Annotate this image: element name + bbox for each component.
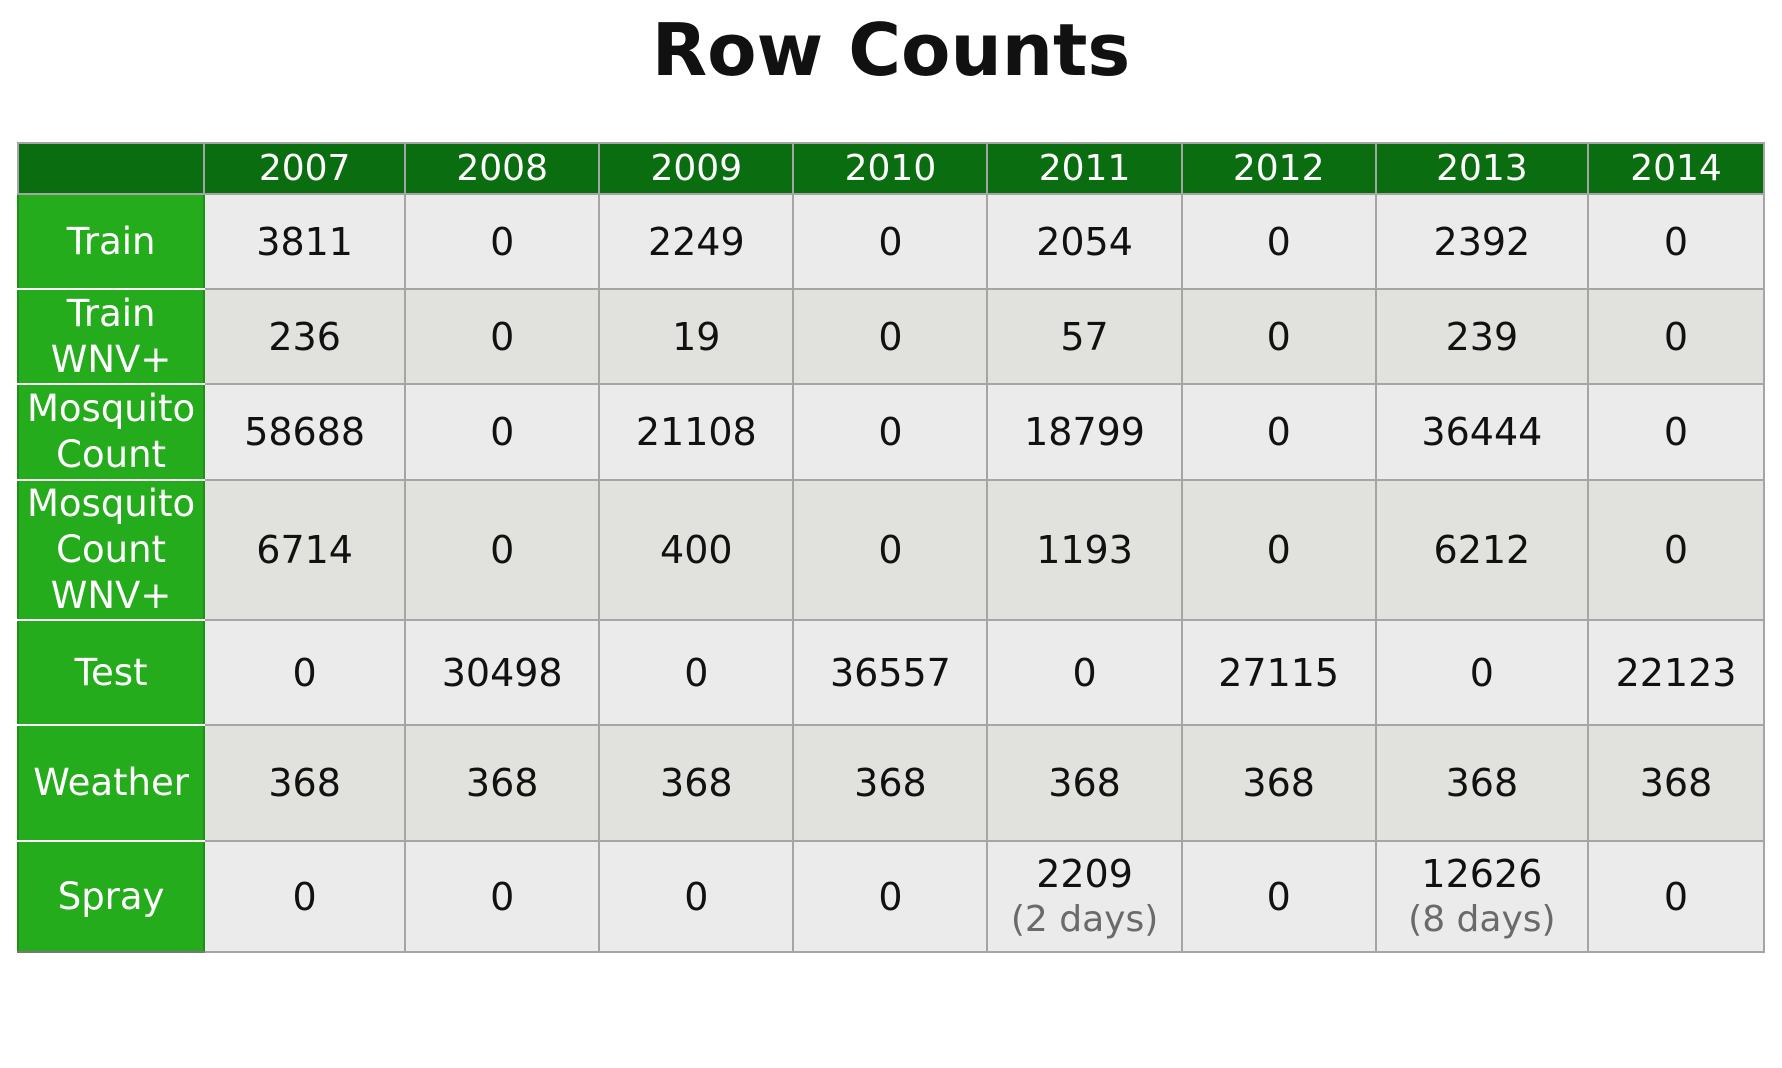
table-cell: 2209 (2 days) (986, 840, 1183, 953)
row-label-text: Mosquito Count WNV+ (26, 482, 196, 617)
table-cell: 0 (1374, 619, 1590, 726)
column-header-2009: 2009 (598, 142, 795, 195)
table-cell: 0 (1180, 383, 1377, 481)
row-label: Test (16, 619, 206, 726)
row-label-text: Train WNV+ (50, 291, 172, 381)
table-cell: 0 (203, 840, 407, 953)
table-row-train: Train 3811 0 2249 0 2054 0 2392 0 (16, 193, 1765, 290)
table-cell: 3811 (203, 193, 407, 290)
table-cell: 0 (598, 619, 795, 726)
table-cell: 368 (1587, 724, 1765, 842)
table-cell: 0 (404, 288, 601, 385)
cell-value: 2209 (1036, 851, 1133, 896)
column-header-2007: 2007 (203, 142, 407, 195)
table-row-spray: Spray 0 0 0 0 2209 (2 days) 0 12626 (8 d… (16, 840, 1765, 953)
table-cell: 368 (986, 724, 1183, 842)
column-header-2010: 2010 (792, 142, 989, 195)
table-cell: 0 (792, 479, 989, 621)
table-cell: 0 (404, 383, 601, 481)
row-label: Weather (16, 724, 206, 842)
table-cell: 0 (1587, 288, 1765, 385)
column-header-2012: 2012 (1180, 142, 1377, 195)
header-row: 2007 2008 2009 2010 2011 2012 2013 2014 (16, 142, 1765, 195)
table-cell: 368 (203, 724, 407, 842)
table-cell: 12626 (8 days) (1374, 840, 1590, 953)
table-cell: 1193 (986, 479, 1183, 621)
table-cell: 0 (1587, 193, 1765, 290)
table-cell: 2054 (986, 193, 1183, 290)
table-cell: 0 (792, 193, 989, 290)
row-label: Train WNV+ (16, 288, 206, 385)
table-cell: 6212 (1374, 479, 1590, 621)
column-header-2013: 2013 (1374, 142, 1590, 195)
row-label: Mosquito Count WNV+ (16, 479, 206, 621)
row-counts-table: 2007 2008 2009 2010 2011 2012 2013 2014 … (16, 142, 1765, 953)
table-cell: 0 (792, 383, 989, 481)
table-cell: 368 (792, 724, 989, 842)
table-row-weather: Weather 368 368 368 368 368 368 368 368 (16, 724, 1765, 842)
table-cell: 0 (404, 840, 601, 953)
table-cell: 0 (1587, 479, 1765, 621)
table-cell: 0 (1180, 193, 1377, 290)
table-cell: 6714 (203, 479, 407, 621)
table-cell: 36557 (792, 619, 989, 726)
row-label: Mosquito Count (16, 383, 206, 481)
row-label: Spray (16, 840, 206, 953)
table-row-train-wnv: Train WNV+ 236 0 19 0 57 0 239 0 (16, 288, 1765, 385)
table-row-mosquito-count: Mosquito Count 58688 0 21108 0 18799 0 36… (16, 383, 1765, 481)
table-cell: 22123 (1587, 619, 1765, 726)
table-cell: 0 (986, 619, 1183, 726)
table-cell: 2392 (1374, 193, 1590, 290)
table-cell: 0 (1587, 383, 1765, 481)
column-header-2014: 2014 (1587, 142, 1765, 195)
table-cell: 2249 (598, 193, 795, 290)
table-cell: 0 (1180, 840, 1377, 953)
table-cell: 0 (1587, 840, 1765, 953)
column-header-2008: 2008 (404, 142, 601, 195)
column-header-2011: 2011 (986, 142, 1183, 195)
table-cell: 0 (792, 288, 989, 385)
cell-note: (2 days) (1010, 898, 1159, 940)
table-cell: 27115 (1180, 619, 1377, 726)
table-cell: 236 (203, 288, 407, 385)
table-cell: 19 (598, 288, 795, 385)
table-cell: 0 (1180, 288, 1377, 385)
table-cell: 0 (203, 619, 407, 726)
table-cell: 36444 (1374, 383, 1590, 481)
table-cell: 18799 (986, 383, 1183, 481)
table-cell: 0 (404, 479, 601, 621)
cell-value: 12626 (1421, 851, 1543, 896)
table-cell: 368 (598, 724, 795, 842)
table-cell: 0 (792, 840, 989, 953)
table-row-mosquito-count-wnv: Mosquito Count WNV+ 6714 0 400 0 1193 0 62… (16, 479, 1765, 621)
table-cell: 368 (404, 724, 601, 842)
table-cell: 368 (1374, 724, 1590, 842)
table-cell: 368 (1180, 724, 1377, 842)
cell-note: (8 days) (1408, 898, 1556, 940)
table-cell: 400 (598, 479, 795, 621)
table-cell: 21108 (598, 383, 795, 481)
table-row-test: Test 0 30498 0 36557 0 27115 0 22123 (16, 619, 1765, 726)
table-cell: 0 (404, 193, 601, 290)
corner-cell (16, 142, 206, 195)
row-label: Train (16, 193, 206, 290)
table-cell: 58688 (203, 383, 407, 481)
table-cell: 239 (1374, 288, 1590, 385)
page-title: Row Counts (651, 8, 1131, 92)
table-cell: 30498 (404, 619, 601, 726)
table-cell: 0 (598, 840, 795, 953)
table-cell: 0 (1180, 479, 1377, 621)
table-cell: 57 (986, 288, 1183, 385)
row-label-text: Mosquito Count (26, 387, 196, 476)
